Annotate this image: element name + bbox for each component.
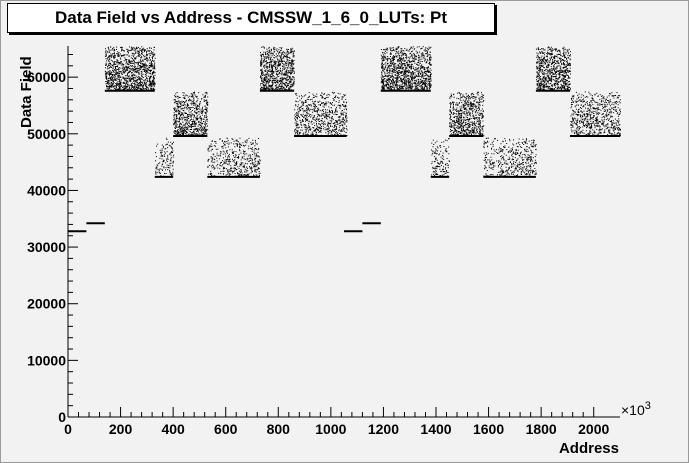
y-tick-label: 10000 (27, 352, 66, 368)
x-tick-label: 1200 (368, 421, 399, 437)
y-tick-label: 60000 (27, 69, 66, 85)
x-multiplier-base: ×10 (621, 402, 645, 418)
point-band (380, 46, 432, 92)
scatter-points (535, 46, 571, 92)
scatter-points (483, 137, 503, 178)
point-band (431, 138, 450, 177)
scatter-points (431, 138, 450, 177)
point-band (259, 46, 295, 92)
point-band (501, 138, 537, 178)
y-tick-label: 30000 (27, 239, 66, 255)
step-segments-layer (68, 89, 620, 233)
y-tick-label: 0 (58, 409, 66, 425)
x-tick-label: 1800 (526, 421, 557, 437)
point-band (449, 91, 485, 137)
x-tick-label: 1000 (315, 421, 346, 437)
point-band (104, 46, 156, 92)
point-band (155, 137, 175, 177)
x-tick-label: 800 (267, 421, 291, 437)
scatter-points (449, 91, 485, 137)
x-tick-label: 2000 (578, 421, 609, 437)
point-band (570, 91, 621, 137)
y-tick-label: 20000 (27, 296, 66, 312)
axes (67, 46, 620, 418)
point-band (535, 46, 571, 92)
scatter-points-layer (104, 46, 621, 178)
y-tick-label: 40000 (27, 182, 66, 198)
scatter-points (380, 46, 432, 92)
point-band (173, 91, 209, 137)
scatter-points (207, 138, 227, 178)
point-band (294, 91, 348, 137)
ticks: 0 200 400 600 800 1000 1200 1400 1600 1800 2000010… (27, 53, 609, 437)
scatter-points (225, 137, 261, 178)
scatter-points (259, 46, 295, 92)
x-tick-label: 1400 (420, 421, 451, 437)
chart-title: Data Field vs Address - CMSSW_1_6_0_LUTs… (7, 3, 495, 33)
x-tick-label: 1600 (473, 421, 504, 437)
x-tick-label: 400 (161, 421, 185, 437)
point-band (483, 137, 503, 178)
scatter-points (155, 137, 175, 177)
y-axis-title: Data Field (18, 56, 35, 128)
scatter-points (173, 91, 209, 137)
x-axis-title: Address (559, 440, 619, 457)
scatter-points (294, 91, 348, 137)
x-tick-label: 200 (109, 421, 133, 437)
point-band (207, 138, 227, 178)
x-axis-multiplier: ×103 (621, 400, 651, 418)
scatter-points (501, 138, 537, 178)
scatter-points (570, 91, 621, 137)
x-multiplier-exponent: 3 (645, 400, 651, 412)
x-tick-label: 600 (214, 421, 238, 437)
scatter-points (104, 46, 156, 92)
x-tick-label: 0 (64, 421, 72, 437)
y-tick-label: 50000 (27, 126, 66, 142)
point-band (225, 137, 261, 178)
